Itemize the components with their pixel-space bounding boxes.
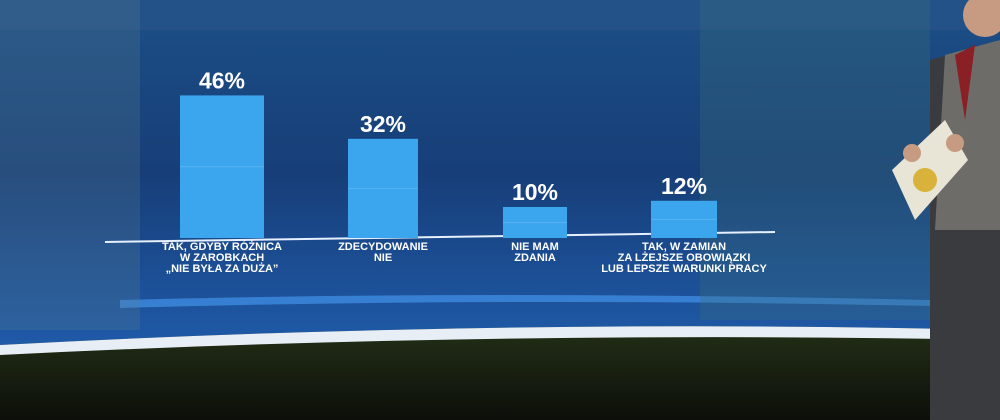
reflection (0, 0, 140, 330)
bar (503, 207, 567, 238)
value-label: 32% (360, 111, 406, 137)
video-wall (0, 0, 1000, 345)
wall-edge (0, 326, 1000, 355)
category-label: NIE MAM ZDANIA (511, 241, 559, 264)
bar (651, 200, 717, 238)
reflection (700, 0, 930, 320)
bar (348, 138, 418, 238)
category-label: TAK, W ZAMIAN ZA LŻEJSZE OBOWIĄZKI LUB L… (601, 241, 767, 275)
glow-line (120, 295, 930, 308)
presenter (892, 0, 1000, 420)
category-label: TAK, GDYBY RÓŻNICA W ZAROBKACH „NIE BYŁA… (162, 241, 282, 275)
bar (180, 95, 264, 239)
value-label: 46% (199, 67, 245, 93)
category-label: ZDECYDOWANIE NIE (338, 241, 428, 264)
value-label: 10% (512, 179, 558, 205)
value-label: 12% (661, 173, 707, 199)
top-band (0, 0, 1000, 30)
